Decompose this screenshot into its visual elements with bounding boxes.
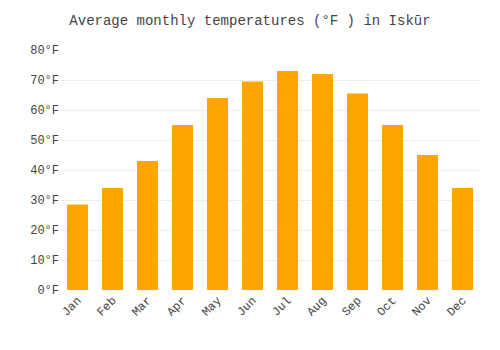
svg-text:60°F: 60°F	[30, 104, 59, 118]
svg-text:Oct: Oct	[374, 294, 399, 319]
svg-text:Jun: Jun	[234, 294, 259, 319]
svg-text:Aug: Aug	[304, 294, 329, 319]
svg-text:Dec: Dec	[444, 294, 469, 319]
svg-text:Sep: Sep	[339, 294, 364, 319]
svg-text:Mar: Mar	[129, 294, 154, 319]
svg-text:80°F: 80°F	[30, 44, 59, 58]
svg-text:Jan: Jan	[59, 294, 84, 319]
svg-text:30°F: 30°F	[30, 194, 59, 208]
svg-text:Feb: Feb	[94, 294, 119, 319]
svg-text:40°F: 40°F	[30, 164, 59, 178]
svg-text:May: May	[199, 294, 224, 319]
svg-text:50°F: 50°F	[30, 134, 59, 148]
svg-text:Nov: Nov	[409, 294, 434, 319]
svg-text:0°F: 0°F	[37, 284, 59, 298]
svg-text:Average monthly temperatures (: Average monthly temperatures (°F ) in Is…	[69, 13, 430, 29]
svg-text:10°F: 10°F	[30, 254, 59, 268]
svg-text:Apr: Apr	[164, 294, 189, 319]
svg-text:70°F: 70°F	[30, 74, 59, 88]
svg-text:20°F: 20°F	[30, 224, 59, 238]
svg-text:Jul: Jul	[269, 294, 294, 319]
